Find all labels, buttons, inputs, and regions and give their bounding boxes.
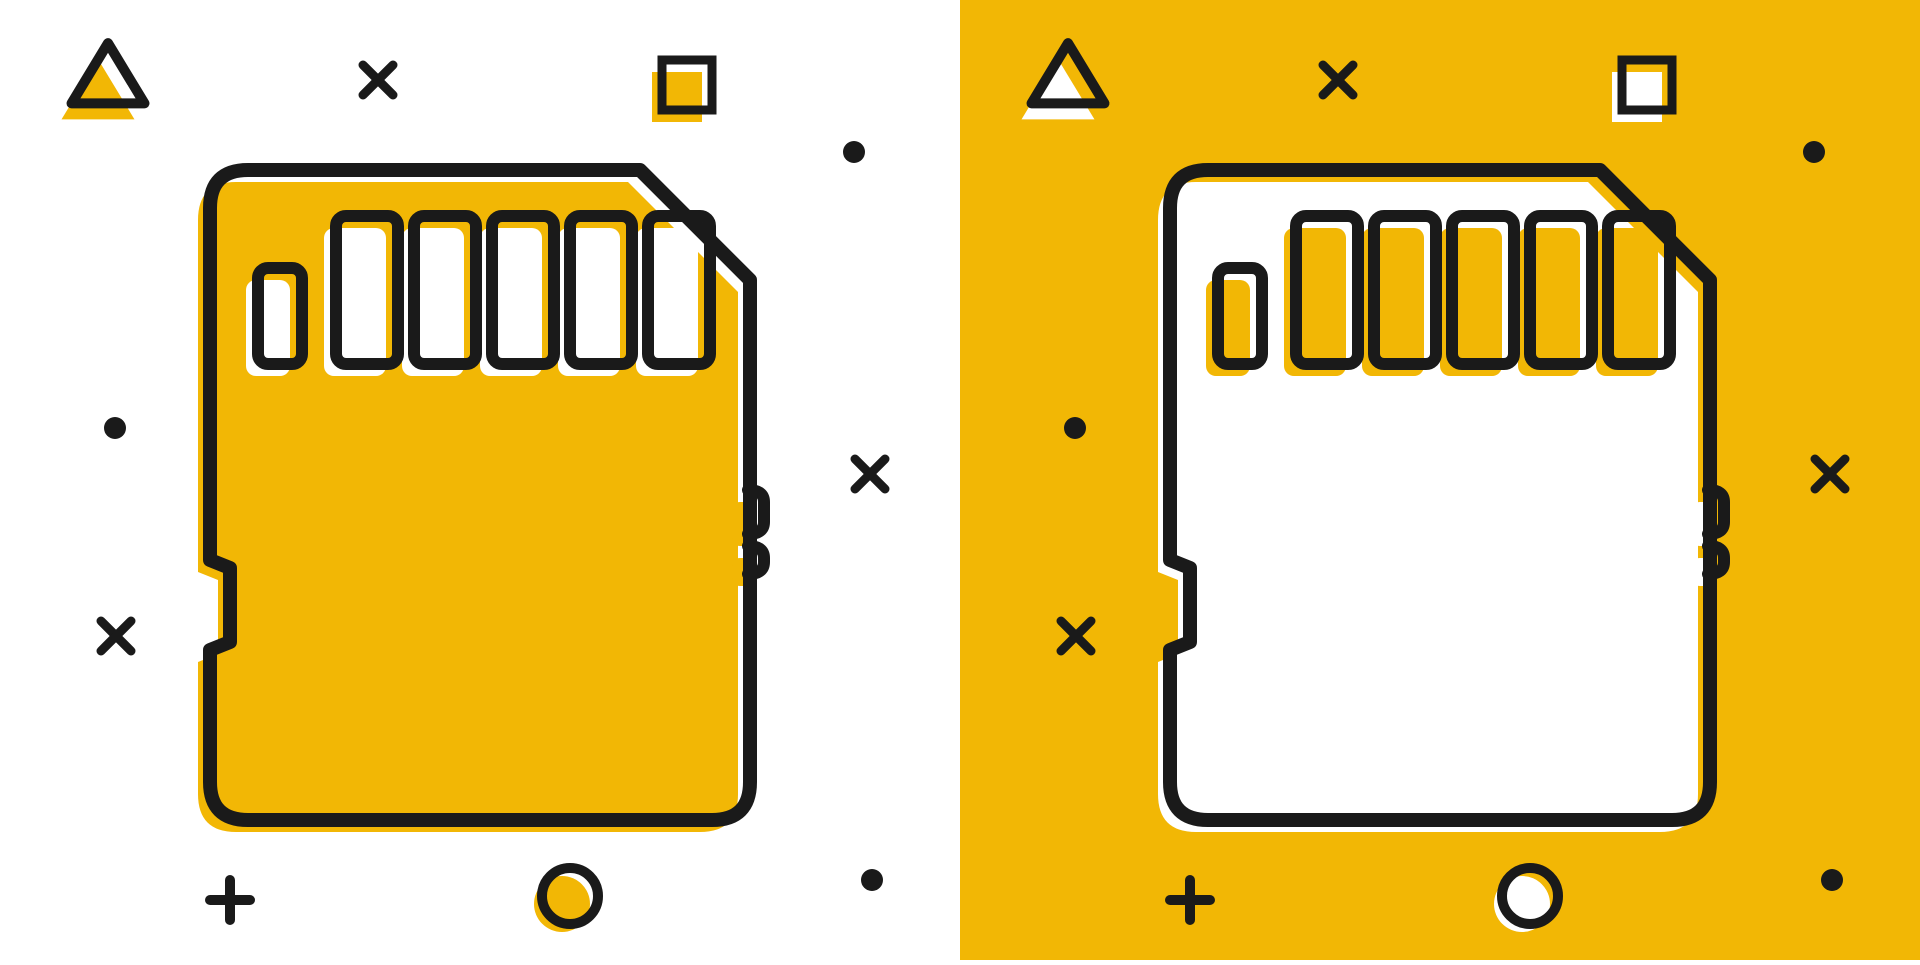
panel-right — [960, 0, 1920, 960]
panel-left — [0, 0, 960, 960]
sd-card-icon-dark — [960, 0, 1920, 960]
sd-card-icon-light — [0, 0, 960, 960]
